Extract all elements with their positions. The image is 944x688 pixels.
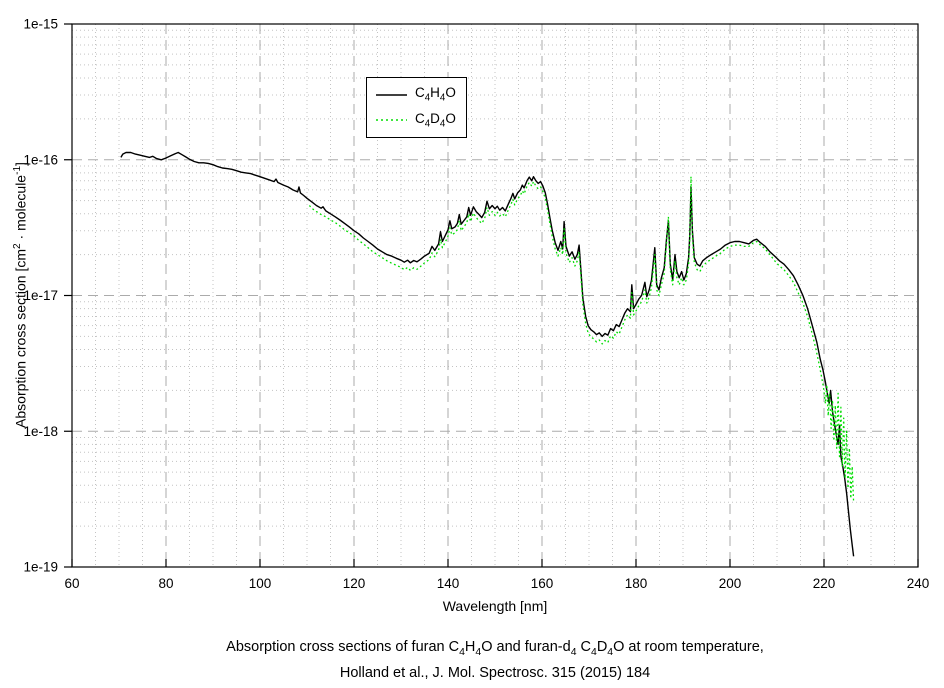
axis-ticks (64, 23, 919, 568)
y-tick-label: 1e-18 (23, 424, 58, 439)
caption: Absorption cross sections of furan C4H4O… (72, 637, 918, 684)
x-axis-title: Wavelength [nm] (442, 598, 548, 614)
y-tick-label: 1e-16 (23, 152, 58, 167)
legend-entry-c4d4o: C4D4O (376, 111, 466, 130)
legend-label-c4h4o: C4H4O (415, 85, 456, 104)
y-tick-label: 1e-15 (23, 17, 58, 32)
x-tick-label: 240 (907, 576, 930, 591)
x-tick-label: 120 (343, 576, 366, 591)
grid-major (72, 24, 918, 567)
x-tick-label: 160 (531, 576, 554, 591)
x-tick-label: 140 (437, 576, 460, 591)
y-tick-label: 1e-19 (23, 560, 58, 575)
y-axis-title: Absorption cross section [cm2 · molecule… (12, 162, 29, 428)
spectrum-plot: 60 80 100 120 140 160 180 200 220 240 1e-15 1e-16 1e… (23, 17, 929, 592)
x-tick-label: 200 (719, 576, 742, 591)
x-tick-label: 100 (249, 576, 272, 591)
series-c4d4o (308, 176, 855, 503)
x-tick-label: 80 (158, 576, 173, 591)
caption-line-2: Holland et al., J. Mol. Spectrosc. 315 (… (339, 664, 651, 681)
caption-line-1: Absorption cross sections of furan C4H4O… (226, 639, 764, 658)
grid-minor (72, 24, 918, 567)
tick-labels: 60 80 100 120 140 160 180 200 220 240 1e-15 1e-16 1e… (23, 17, 929, 592)
legend-label-c4d4o: C4D4O (415, 111, 456, 130)
x-tick-label: 220 (813, 576, 836, 591)
legend-entry-c4h4o: C4H4O (376, 85, 466, 104)
legend-solid-line-icon (376, 93, 407, 96)
legend: C4H4O C4D4O (366, 77, 467, 138)
series-c4h4o (120, 151, 855, 557)
legend-dotted-line-icon (376, 119, 407, 122)
x-tick-label: 60 (64, 576, 79, 591)
y-tick-label: 1e-17 (23, 288, 58, 303)
x-tick-label: 180 (625, 576, 648, 591)
